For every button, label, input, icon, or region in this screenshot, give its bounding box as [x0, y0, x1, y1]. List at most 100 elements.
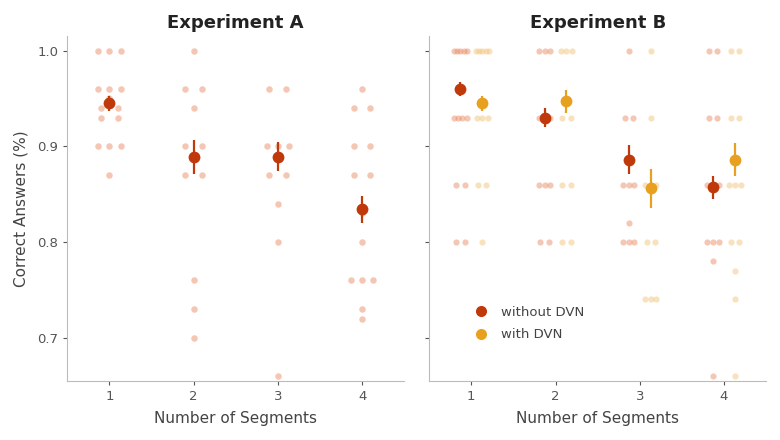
Point	[476, 47, 488, 54]
Point	[451, 47, 463, 54]
Point	[628, 181, 640, 188]
Point	[619, 114, 631, 121]
Point	[723, 181, 736, 188]
Point	[187, 104, 200, 111]
Point	[103, 95, 115, 102]
Point	[711, 114, 724, 121]
Point	[729, 267, 741, 274]
Point	[263, 85, 275, 92]
Point	[450, 181, 463, 188]
Point	[448, 47, 460, 54]
Point	[703, 47, 715, 54]
Point	[187, 305, 200, 312]
Point	[94, 104, 107, 111]
Point	[627, 114, 640, 121]
Point	[347, 104, 360, 111]
Point	[470, 114, 483, 121]
Point	[533, 181, 545, 188]
Point	[622, 181, 635, 188]
Point	[470, 47, 482, 54]
Point	[538, 114, 551, 121]
Point	[556, 238, 569, 246]
X-axis label: Number of Segments: Number of Segments	[154, 411, 317, 426]
Point	[356, 85, 368, 92]
Point	[644, 296, 657, 303]
X-axis label: Number of Segments: Number of Segments	[516, 411, 679, 426]
Point	[187, 47, 200, 54]
Y-axis label: Correct Answers (%): Correct Answers (%)	[14, 130, 29, 287]
Point	[565, 181, 577, 188]
Point	[701, 238, 714, 246]
Point	[103, 172, 115, 179]
Point	[103, 143, 115, 150]
Point	[271, 238, 284, 246]
Point	[538, 47, 551, 54]
Point	[450, 238, 463, 246]
Point	[649, 238, 661, 246]
Point	[476, 114, 488, 121]
Point	[560, 47, 573, 54]
Point	[271, 143, 284, 150]
Point	[271, 200, 284, 207]
Point	[179, 172, 191, 179]
Point	[112, 114, 124, 121]
Point	[544, 181, 556, 188]
Point	[454, 47, 466, 54]
Point	[179, 85, 191, 92]
Point	[538, 181, 551, 188]
Point	[367, 277, 380, 284]
Point	[617, 238, 629, 246]
Point	[179, 143, 191, 150]
Point	[725, 238, 737, 246]
Point	[473, 47, 485, 54]
Point	[628, 238, 640, 246]
Point	[733, 114, 746, 121]
Point	[196, 172, 208, 179]
Point	[364, 143, 377, 150]
Point	[544, 47, 556, 54]
Point	[356, 210, 368, 217]
Point	[115, 85, 127, 92]
Point	[112, 104, 124, 111]
Point	[555, 47, 567, 54]
Point	[196, 143, 208, 150]
Point	[640, 238, 653, 246]
Point	[271, 372, 284, 379]
Point	[347, 143, 360, 150]
Point	[461, 47, 473, 54]
Point	[725, 47, 737, 54]
Point	[533, 47, 545, 54]
Point	[480, 47, 492, 54]
Title: Experiment B: Experiment B	[530, 14, 666, 32]
Point	[92, 143, 105, 150]
Point	[703, 114, 715, 121]
Point	[459, 181, 471, 188]
Point	[448, 114, 460, 121]
Point	[280, 172, 292, 179]
Point	[622, 47, 635, 54]
Point	[734, 181, 746, 188]
Point	[729, 181, 741, 188]
Point	[271, 152, 284, 159]
Point	[92, 85, 105, 92]
Point	[729, 372, 741, 379]
Point	[707, 238, 719, 246]
Point	[729, 296, 741, 303]
Point	[544, 114, 556, 121]
Point	[283, 143, 296, 150]
Point	[481, 114, 494, 121]
Legend: without DVN, with DVN: without DVN, with DVN	[463, 301, 590, 347]
Point	[556, 114, 569, 121]
Point	[650, 181, 662, 188]
Point	[725, 114, 737, 121]
Point	[364, 104, 377, 111]
Point	[733, 47, 746, 54]
Point	[707, 372, 719, 379]
Point	[543, 238, 555, 246]
Point	[644, 47, 657, 54]
Point	[459, 238, 471, 246]
Point	[187, 334, 200, 341]
Point	[356, 305, 368, 312]
Point	[115, 47, 127, 54]
Point	[356, 315, 368, 322]
